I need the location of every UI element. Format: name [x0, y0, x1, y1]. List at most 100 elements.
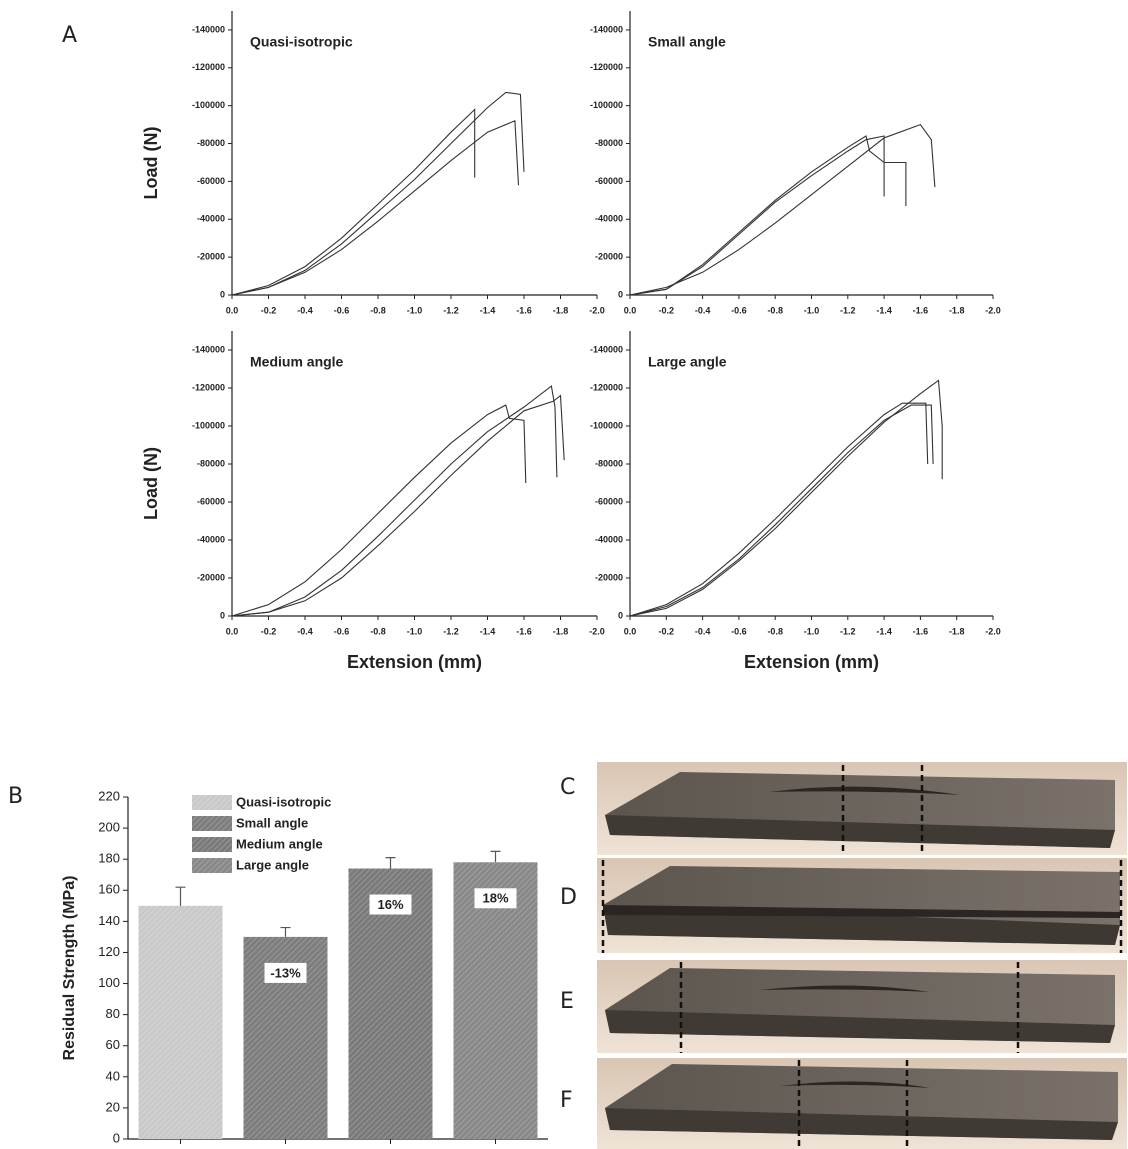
y-tick-label: -100000	[590, 420, 623, 430]
panel-label: D	[560, 885, 577, 910]
x-tick-label: 0.0	[226, 626, 239, 636]
x-tick-label: -2.0	[985, 626, 1001, 636]
load-curve	[231, 91, 525, 296]
legend-hatch	[192, 858, 232, 873]
legend-label: Small angle	[236, 815, 308, 830]
x-tick-label: -0.2	[261, 626, 277, 636]
y-tick-label: 0	[113, 1130, 120, 1145]
x-tick-label: -2.0	[589, 305, 605, 315]
x-tick-label: -1.4	[876, 305, 892, 315]
photo	[597, 960, 1127, 1053]
y-tick-label: -40000	[595, 214, 623, 224]
y-tick-label: -120000	[590, 382, 623, 392]
y-tick-label: 140	[98, 913, 120, 928]
x-tick-label: 0.0	[624, 305, 637, 315]
load-curve	[231, 404, 527, 617]
x-tick-label: -0.6	[334, 626, 350, 636]
x-tick-label: 0.0	[624, 626, 637, 636]
y-axis-label: Load (N)	[141, 447, 161, 520]
x-tick-label: -1.0	[804, 626, 820, 636]
y-tick-label: -80000	[197, 458, 225, 468]
y-tick-label: -60000	[197, 176, 225, 186]
y-tick-label: -20000	[197, 252, 225, 262]
x-tick-label: -0.6	[731, 626, 747, 636]
y-tick-label: 0	[220, 289, 225, 299]
error-bar	[280, 926, 291, 937]
x-tick-label: -0.8	[370, 626, 386, 636]
y-tick-label: 120	[98, 944, 120, 959]
panel-label: C	[560, 775, 575, 800]
y-tick-label: -100000	[590, 100, 623, 110]
y-tick-label: -60000	[595, 176, 623, 186]
y-tick-label: -80000	[595, 458, 623, 468]
load-curve	[629, 379, 943, 617]
load-curve	[629, 135, 907, 296]
x-tick-label: -1.6	[516, 626, 532, 636]
x-axis-label: Extension (mm)	[347, 652, 482, 672]
y-tick-label: -20000	[595, 252, 623, 262]
y-tick-label: -60000	[595, 496, 623, 506]
x-tick-label: -0.4	[695, 626, 711, 636]
y-tick-label: 0	[220, 610, 225, 620]
y-tick-label: 0	[618, 610, 623, 620]
chart-title: Quasi-isotropic	[250, 34, 353, 50]
y-tick-label: -140000	[590, 24, 623, 34]
x-tick-label: -1.0	[407, 626, 423, 636]
x-tick-label: -0.8	[767, 626, 783, 636]
x-tick-label: -1.4	[480, 305, 496, 315]
photo	[597, 762, 1127, 855]
panel-label: F	[560, 1088, 573, 1113]
photo	[597, 1058, 1127, 1149]
load-curve	[629, 135, 885, 296]
y-tick-label: -100000	[192, 420, 225, 430]
y-tick-label: -140000	[192, 344, 225, 354]
annotation-box	[264, 962, 307, 983]
x-tick-label: -0.2	[659, 626, 675, 636]
x-tick-label: -0.2	[261, 305, 277, 315]
x-tick-label: -1.6	[516, 305, 532, 315]
y-tick-label: -40000	[197, 534, 225, 544]
y-tick-label: -60000	[197, 496, 225, 506]
y-tick-label: 0	[618, 289, 623, 299]
x-tick-label: -1.6	[913, 305, 929, 315]
load-curve	[231, 108, 476, 296]
x-tick-label: -0.4	[297, 626, 313, 636]
error-bar	[385, 857, 396, 869]
x-tick-label: -1.2	[840, 305, 856, 315]
x-tick-label: 0.0	[226, 305, 239, 315]
x-tick-label: -1.6	[913, 626, 929, 636]
y-tick-label: -40000	[197, 214, 225, 224]
y-axis-label: Residual Strength (MPa)	[61, 876, 78, 1061]
load-curve	[629, 123, 936, 296]
legend-hatch	[192, 795, 232, 810]
load-curve	[231, 385, 558, 617]
y-tick-label: -140000	[192, 24, 225, 34]
x-tick-label: -0.4	[297, 305, 313, 315]
x-tick-label: -1.8	[949, 305, 965, 315]
x-tick-label: -0.2	[659, 305, 675, 315]
y-tick-label: -80000	[595, 138, 623, 148]
photo	[597, 858, 1127, 953]
y-tick-label: -100000	[192, 100, 225, 110]
x-tick-label: -1.4	[480, 626, 496, 636]
x-tick-label: -2.0	[985, 305, 1001, 315]
x-tick-label: -1.8	[553, 305, 569, 315]
x-tick-label: -1.2	[840, 626, 856, 636]
y-tick-label: -120000	[590, 62, 623, 72]
x-tick-label: -0.6	[334, 305, 350, 315]
x-tick-label: -1.0	[407, 305, 423, 315]
annotation: -13%	[270, 965, 301, 980]
x-tick-label: -1.2	[443, 626, 459, 636]
y-tick-label: -120000	[192, 382, 225, 392]
y-tick-label: -80000	[197, 138, 225, 148]
x-axis-label: Extension (mm)	[744, 652, 879, 672]
legend-label: Quasi-isotropic	[236, 794, 331, 809]
y-tick-label: 100	[98, 975, 120, 990]
y-tick-label: 200	[98, 820, 120, 835]
bar-hatch	[453, 862, 538, 1139]
y-tick-label: 160	[98, 882, 120, 897]
y-axis-label: Load (N)	[141, 127, 161, 200]
load-curve	[231, 394, 565, 617]
chart-title: Medium angle	[250, 354, 344, 370]
